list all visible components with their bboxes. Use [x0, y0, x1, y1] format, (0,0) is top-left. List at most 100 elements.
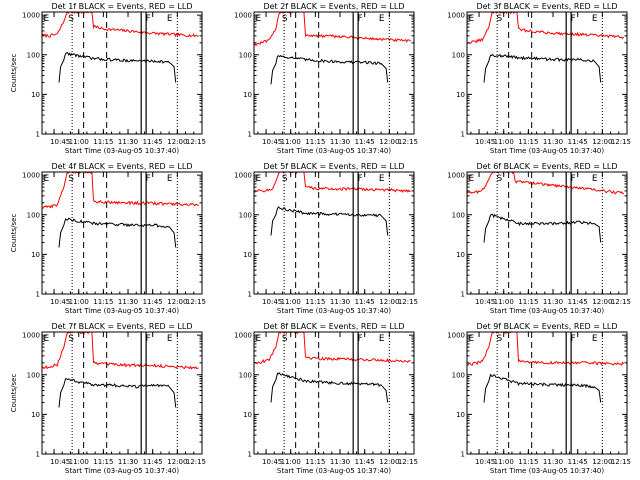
y-axis-label: Counts/sec — [10, 54, 18, 93]
x-tick-label: 12:00 — [167, 138, 187, 146]
x-tick-label: 12:00 — [379, 458, 399, 466]
x-tick-label: 11:30 — [543, 138, 563, 146]
marker-label: E — [256, 334, 262, 344]
y-tick-label: 10 — [31, 411, 40, 419]
y-tick-label: 100 — [27, 51, 40, 59]
plot-frame — [253, 171, 415, 295]
x-tick-label: 11:00 — [281, 138, 301, 146]
y-tick-label: 10 — [456, 411, 465, 419]
x-tick-label: 11:00 — [69, 458, 89, 466]
x-tick-label: 11:15 — [93, 298, 113, 306]
lld-series-line — [42, 12, 199, 39]
x-axis-label: Start Time (03-Aug-05 10:37:40) — [277, 147, 391, 155]
x-tick-label: 11:00 — [69, 138, 89, 146]
x-tick-label: 11:15 — [305, 458, 325, 466]
y-tick-label: 100 — [452, 371, 465, 379]
x-tick-label: 11:45 — [568, 298, 588, 306]
y-tick-label: 1000 — [447, 172, 465, 180]
plot-frame — [41, 11, 203, 135]
marker-label: S — [282, 334, 288, 344]
marker-label: E — [469, 334, 475, 344]
x-tick-label: 12:00 — [592, 458, 612, 466]
y-tick-label: 1000 — [447, 332, 465, 340]
events-series-line — [58, 52, 177, 83]
x-tick-label: 12:00 — [379, 138, 399, 146]
y-tick-label: 100 — [239, 371, 252, 379]
chart-title: Det 1f BLACK = Events, RED = LLD — [51, 2, 192, 11]
marker-label: F — [145, 334, 150, 344]
events-series-line — [58, 217, 177, 248]
y-tick-label: 10 — [31, 251, 40, 259]
x-axis-label: Start Time (03-Aug-05 10:37:40) — [277, 467, 391, 475]
x-tick-label: 11:00 — [494, 138, 514, 146]
marker-label: E — [592, 334, 598, 344]
x-tick-label: 11:15 — [518, 138, 538, 146]
lld-series-line — [254, 172, 411, 193]
x-axis-label: Start Time (03-Aug-05 10:37:40) — [65, 307, 179, 315]
y-tick-label: 1 — [36, 291, 40, 299]
marker-label: F — [357, 174, 362, 184]
marker-label: F — [145, 14, 150, 24]
marker-label: S — [68, 174, 74, 184]
x-tick-label: 11:00 — [69, 298, 89, 306]
x-axis-label: Start Time (03-Aug-05 10:37:40) — [65, 147, 179, 155]
y-axis-label: Counts/sec — [10, 214, 18, 253]
events-series-line — [270, 54, 389, 85]
x-tick-label: 12:00 — [379, 298, 399, 306]
x-tick-label: 11:15 — [93, 138, 113, 146]
marker-label: S — [282, 174, 288, 184]
y-tick-label: 100 — [452, 51, 465, 59]
x-tick-label: 12:15 — [611, 138, 631, 146]
y-tick-label: 100 — [239, 211, 252, 219]
lld-series-line — [254, 332, 411, 365]
x-tick-label: 12:00 — [592, 138, 612, 146]
x-tick-label: 10:45 — [50, 138, 70, 146]
x-tick-label: 10:45 — [262, 458, 282, 466]
x-tick-label: 12:00 — [592, 298, 612, 306]
marker-label: F — [570, 14, 575, 24]
chart-title: Det 2f BLACK = Events, RED = LLD — [263, 2, 404, 11]
x-tick-label: 11:45 — [568, 458, 588, 466]
y-tick-label: 100 — [239, 51, 252, 59]
y-tick-label: 1 — [248, 131, 252, 139]
marker-label: S — [68, 334, 74, 344]
marker-label: S — [496, 14, 502, 24]
marker-label: F — [357, 334, 362, 344]
y-tick-label: 10 — [243, 91, 252, 99]
x-tick-label: 11:15 — [518, 458, 538, 466]
y-tick-label: 10 — [456, 251, 465, 259]
lld-series-line — [254, 12, 411, 47]
x-tick-label: 11:15 — [305, 138, 325, 146]
events-series-line — [483, 373, 602, 403]
marker-label: S — [282, 14, 288, 24]
x-axis-label: Start Time (03-Aug-05 10:37:40) — [277, 307, 391, 315]
lld-series-line — [467, 172, 624, 195]
x-axis-label: Start Time (03-Aug-05 10:37:40) — [65, 467, 179, 475]
plot-frame — [41, 331, 203, 455]
y-tick-label: 1 — [461, 291, 465, 299]
y-tick-label: 1 — [248, 291, 252, 299]
events-series-line — [58, 378, 177, 408]
lld-series-line — [42, 332, 199, 370]
events-series-line — [270, 206, 389, 236]
marker-label: E — [167, 14, 173, 24]
marker-label: E — [167, 174, 173, 184]
marker-label: S — [496, 174, 502, 184]
marker-label: E — [469, 14, 475, 24]
y-tick-label: 1000 — [234, 332, 252, 340]
plot-frame — [41, 171, 203, 295]
y-tick-label: 10 — [243, 411, 252, 419]
chart-title: Det 9f BLACK = Events, RED = LLD — [476, 322, 617, 331]
x-tick-label: 11:45 — [143, 138, 163, 146]
x-tick-label: 11:00 — [281, 298, 301, 306]
x-tick-label: 12:15 — [611, 298, 631, 306]
chart-title: Det 7f BLACK = Events, RED = LLD — [51, 322, 192, 331]
y-tick-label: 1000 — [234, 12, 252, 20]
x-tick-label: 11:00 — [281, 458, 301, 466]
marker-label: E — [379, 174, 385, 184]
